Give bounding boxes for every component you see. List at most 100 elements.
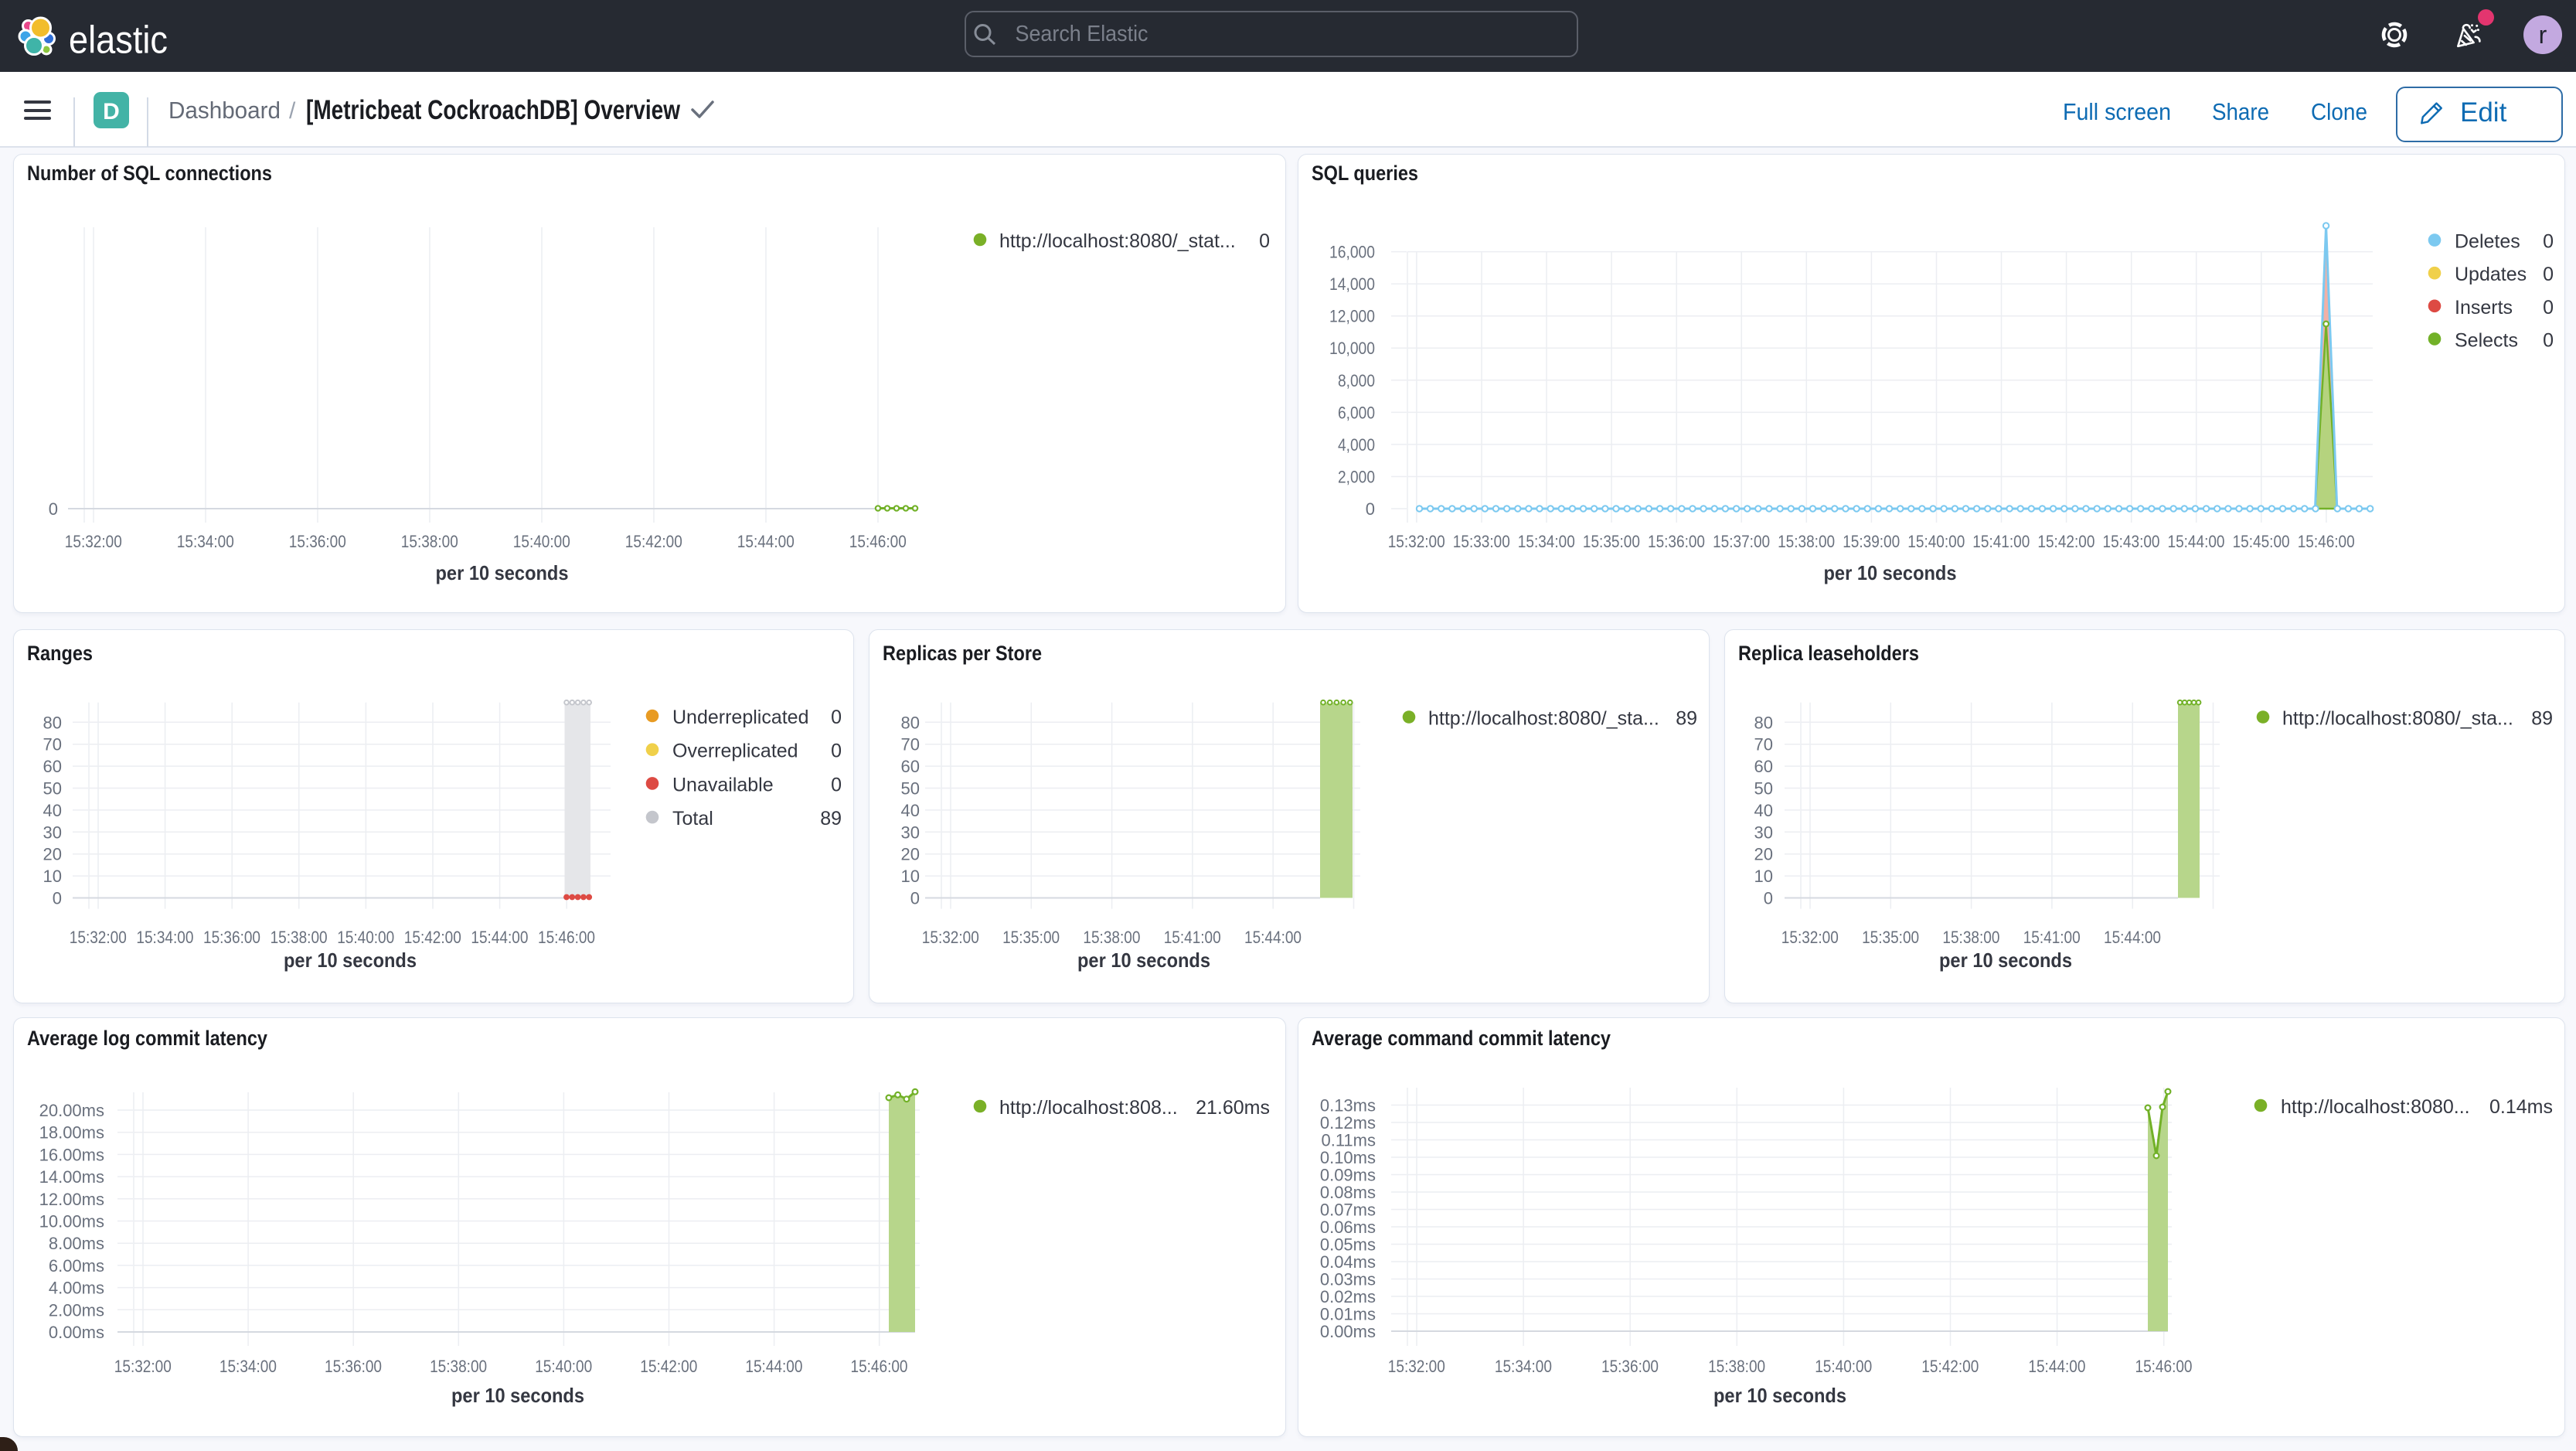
svg-text:Number of SQL connections: Number of SQL connections (27, 162, 272, 185)
svg-text:15:40:00: 15:40:00 (1815, 1357, 1872, 1376)
svg-text:15:35:00: 15:35:00 (1583, 532, 1640, 551)
svg-text:15:41:00: 15:41:00 (1164, 928, 1221, 947)
svg-text:0: 0 (1764, 889, 1773, 908)
svg-text:8.00ms: 8.00ms (49, 1234, 104, 1253)
svg-text:Average log commit latency: Average log commit latency (27, 1027, 267, 1050)
svg-text:r: r (2539, 21, 2547, 49)
svg-text:per 10 seconds: per 10 seconds (1824, 561, 1957, 584)
svg-text:0.03ms: 0.03ms (1320, 1270, 1376, 1289)
svg-text:Dashboard: Dashboard (168, 97, 281, 124)
svg-text:4.00ms: 4.00ms (49, 1279, 104, 1298)
svg-text:15:40:00: 15:40:00 (513, 532, 570, 551)
svg-text:15:35:00: 15:35:00 (1002, 928, 1060, 947)
svg-text:15:44:00: 15:44:00 (2168, 532, 2225, 551)
svg-text:15:46:00: 15:46:00 (2298, 532, 2355, 551)
svg-text:Updates: Updates (2455, 264, 2527, 285)
svg-text:15:34:00: 15:34:00 (136, 928, 193, 947)
svg-text:20.00ms: 20.00ms (39, 1101, 104, 1120)
svg-text:15:42:00: 15:42:00 (640, 1357, 697, 1376)
svg-text:0.08ms: 0.08ms (1320, 1183, 1376, 1202)
svg-text:15:32:00: 15:32:00 (922, 928, 979, 947)
svg-text:2.00ms: 2.00ms (49, 1300, 104, 1320)
svg-text:89: 89 (1676, 708, 1697, 730)
svg-text:0: 0 (831, 741, 842, 762)
svg-text:80: 80 (901, 713, 920, 732)
svg-text:20: 20 (1754, 845, 1773, 864)
svg-text:15:44:00: 15:44:00 (1244, 928, 1302, 947)
svg-text:0: 0 (49, 499, 58, 519)
svg-text:0: 0 (2543, 264, 2554, 285)
svg-text:15:46:00: 15:46:00 (851, 1357, 908, 1376)
svg-text:30: 30 (901, 823, 920, 842)
svg-text:15:46:00: 15:46:00 (538, 928, 595, 947)
svg-text:15:38:00: 15:38:00 (1083, 928, 1140, 947)
svg-text:15:38:00: 15:38:00 (401, 532, 458, 551)
svg-text:80: 80 (43, 713, 62, 732)
svg-text:Share: Share (2212, 98, 2269, 125)
svg-text:0: 0 (1366, 499, 1375, 519)
svg-text:per 10 seconds: per 10 seconds (436, 561, 569, 584)
svg-text:15:36:00: 15:36:00 (289, 532, 346, 551)
svg-text:0: 0 (2543, 297, 2554, 318)
svg-text:15:34:00: 15:34:00 (1495, 1357, 1552, 1376)
svg-text:Clone: Clone (2311, 98, 2367, 125)
svg-text:16.00ms: 16.00ms (39, 1145, 104, 1164)
svg-text:12,000: 12,000 (1329, 307, 1375, 326)
svg-text:70: 70 (1754, 735, 1773, 754)
svg-text:15:38:00: 15:38:00 (1778, 532, 1835, 551)
svg-text:70: 70 (43, 735, 62, 754)
svg-text:15:44:00: 15:44:00 (2104, 928, 2161, 947)
svg-text:15:38:00: 15:38:00 (430, 1357, 487, 1376)
svg-text:[Metricbeat CockroachDB] Overv: [Metricbeat CockroachDB] Overview (306, 95, 681, 125)
svg-text:15:42:00: 15:42:00 (1921, 1357, 1979, 1376)
svg-text:15:46:00: 15:46:00 (849, 532, 907, 551)
svg-text:0: 0 (53, 889, 62, 908)
svg-text:15:41:00: 15:41:00 (2023, 928, 2081, 947)
svg-text:15:41:00: 15:41:00 (1972, 532, 2030, 551)
svg-text:/: / (289, 98, 296, 124)
svg-text:Total: Total (672, 808, 713, 829)
svg-text:Replicas per Store: Replicas per Store (883, 642, 1042, 665)
svg-text:Selects: Selects (2455, 329, 2518, 351)
svg-text:15:32:00: 15:32:00 (1781, 928, 1839, 947)
svg-text:per 10 seconds: per 10 seconds (451, 1384, 584, 1407)
svg-text:15:44:00: 15:44:00 (2028, 1357, 2085, 1376)
svg-text:14,000: 14,000 (1329, 274, 1375, 294)
svg-text:http://localhost:8080...: http://localhost:8080... (2281, 1096, 2470, 1118)
svg-text:6.00ms: 6.00ms (49, 1256, 104, 1276)
svg-text:20: 20 (43, 845, 62, 864)
svg-text:Replica leaseholders: Replica leaseholders (1738, 642, 1919, 665)
svg-text:15:40:00: 15:40:00 (1907, 532, 1965, 551)
svg-text:15:36:00: 15:36:00 (325, 1357, 382, 1376)
svg-text:60: 60 (1754, 757, 1773, 776)
svg-text:15:42:00: 15:42:00 (404, 928, 461, 947)
svg-text:D: D (103, 99, 120, 124)
svg-text:10: 10 (1754, 867, 1773, 886)
svg-text:0.13ms: 0.13ms (1320, 1096, 1376, 1115)
svg-text:15:45:00: 15:45:00 (2233, 532, 2290, 551)
svg-text:15:35:00: 15:35:00 (1862, 928, 1919, 947)
svg-text:per 10 seconds: per 10 seconds (1077, 949, 1210, 972)
svg-text:Inserts: Inserts (2455, 297, 2513, 318)
svg-text:Ranges: Ranges (27, 642, 93, 665)
svg-text:15:36:00: 15:36:00 (1601, 1357, 1659, 1376)
svg-text:Unavailable: Unavailable (672, 774, 774, 795)
svg-text:2,000: 2,000 (1338, 468, 1375, 487)
svg-text:0.01ms: 0.01ms (1320, 1305, 1376, 1324)
svg-text:0.09ms: 0.09ms (1320, 1166, 1376, 1185)
svg-text:15:32:00: 15:32:00 (114, 1357, 172, 1376)
svg-text:0.04ms: 0.04ms (1320, 1252, 1376, 1272)
svg-text:Search Elastic: Search Elastic (1016, 22, 1148, 46)
svg-text:6,000: 6,000 (1338, 403, 1375, 422)
svg-text:4,000: 4,000 (1338, 435, 1375, 455)
svg-text:Average command commit latency: Average command commit latency (1312, 1027, 1611, 1050)
svg-text:15:36:00: 15:36:00 (203, 928, 260, 947)
svg-text:15:42:00: 15:42:00 (2037, 532, 2094, 551)
svg-text:15:43:00: 15:43:00 (2103, 532, 2160, 551)
svg-text:15:39:00: 15:39:00 (1843, 532, 1900, 551)
svg-text:0.05ms: 0.05ms (1320, 1235, 1376, 1255)
svg-text:Edit: Edit (2460, 97, 2507, 128)
svg-text:16,000: 16,000 (1329, 243, 1375, 262)
svg-text:0.14ms: 0.14ms (2489, 1096, 2553, 1118)
svg-text:15:44:00: 15:44:00 (737, 532, 795, 551)
